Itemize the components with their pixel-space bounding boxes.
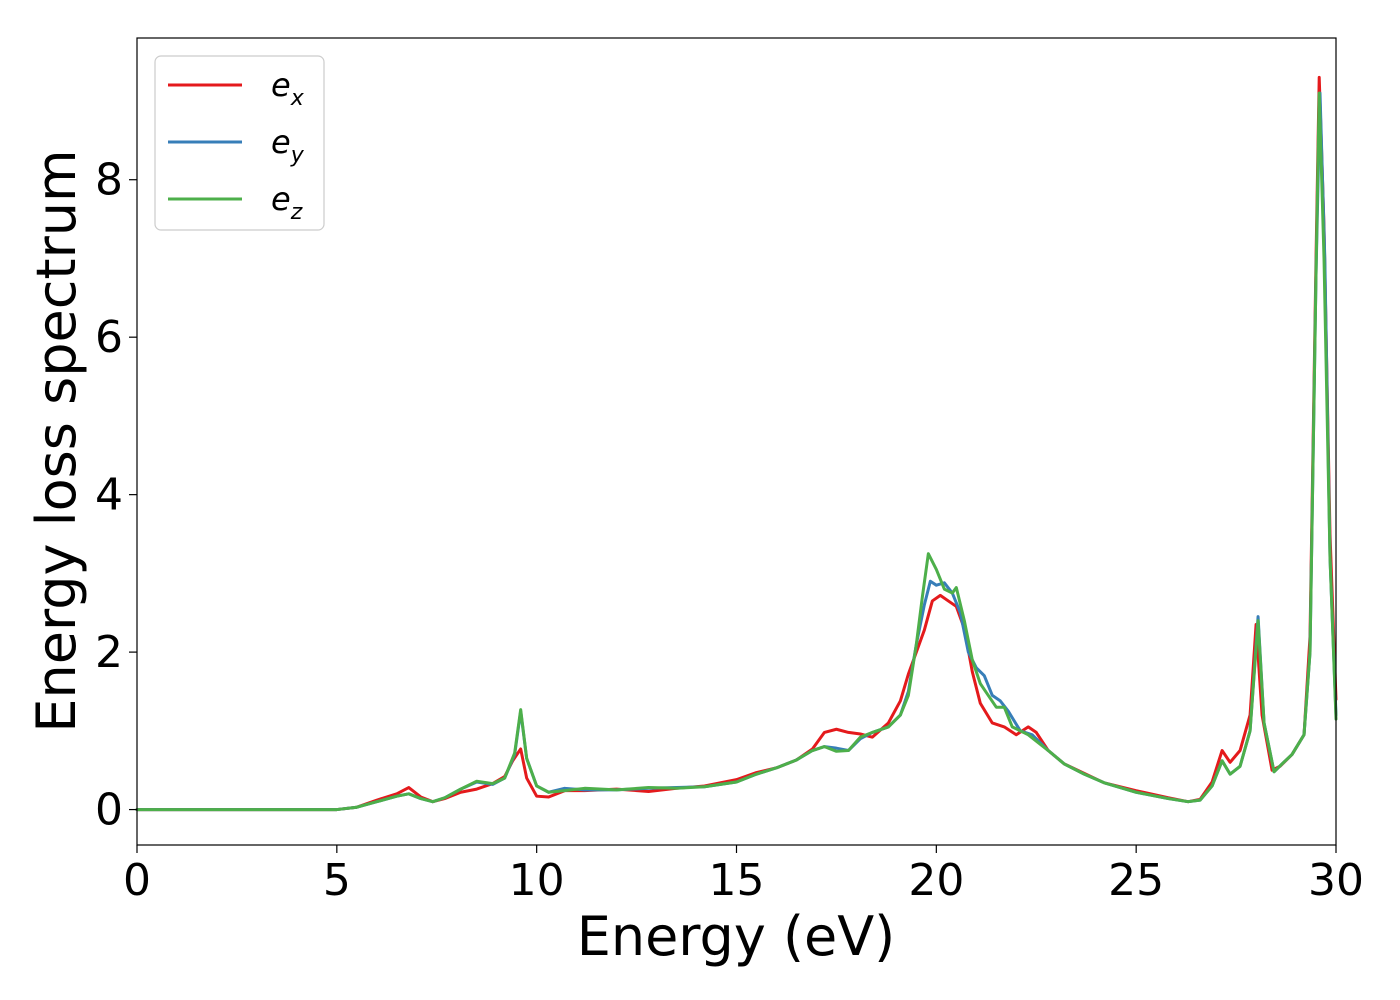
y-tick-label: 4 [95, 470, 123, 521]
x-tick-label: 25 [1108, 855, 1164, 906]
legend-label-z: ez [271, 180, 303, 225]
x-tick-label: 15 [709, 855, 765, 906]
y-axis: 0 2 4 6 8 [95, 155, 137, 836]
y-tick-label: 6 [95, 312, 123, 363]
y-tick-label: 8 [95, 155, 123, 206]
y-tick-label: 2 [95, 627, 123, 678]
x-tick-label: 5 [323, 855, 351, 906]
x-tick-label: 30 [1308, 855, 1364, 906]
legend-label-y: ey [271, 123, 305, 168]
x-tick-label: 10 [509, 855, 565, 906]
series-line-z [135, 91, 1338, 812]
y-axis-label: Energy loss spectrum [25, 149, 88, 732]
x-tick-label: 20 [908, 855, 964, 906]
x-tick-label: 0 [123, 855, 151, 906]
x-axis-label: Energy (eV) [577, 905, 896, 968]
y-tick-label: 0 [95, 785, 123, 836]
series-layer [135, 75, 1338, 812]
legend-label-x: ex [271, 66, 305, 111]
legend: ex ey ez [154, 55, 325, 231]
x-axis: 0 5 10 15 20 25 30 [123, 845, 1364, 906]
